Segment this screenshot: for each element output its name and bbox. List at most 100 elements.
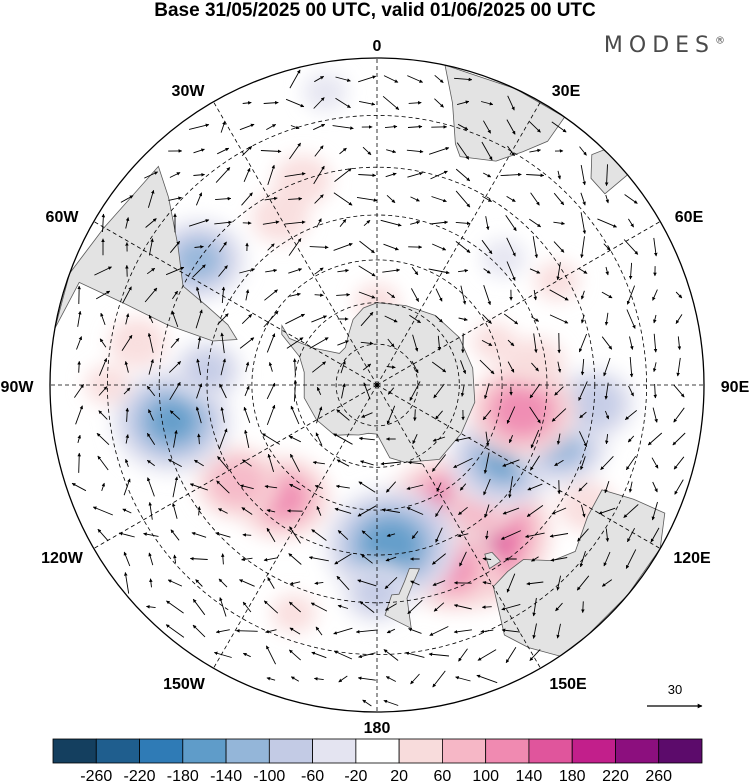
wind-arrow [118, 532, 135, 538]
wind-arrow [484, 504, 490, 518]
wind-arrow [380, 461, 402, 466]
wind-arrow [387, 387, 395, 395]
wind-arrow [172, 476, 179, 498]
modes-logo: MODES® [604, 33, 725, 58]
wind-arrow [410, 580, 420, 586]
wind-arrow [482, 196, 492, 202]
wind-arrow [292, 358, 297, 376]
wind-arrow [168, 361, 182, 373]
wind-arrow [239, 123, 255, 131]
wind-arrow [360, 460, 374, 466]
anomaly-contour [273, 155, 332, 206]
wind-arrow [146, 385, 156, 397]
wind-arrow [604, 382, 609, 400]
wind-arrow [267, 577, 275, 589]
wind-arrow [556, 575, 562, 591]
wind-arrow [628, 481, 633, 493]
wind-arrow [508, 476, 514, 499]
wind-arrow [652, 481, 658, 493]
lon-label-120e: 120E [673, 550, 711, 567]
wind-arrow [629, 356, 634, 378]
wind-arrow [412, 434, 418, 445]
colorbar-tick-label: 140 [516, 768, 543, 783]
wind-arrow [336, 409, 350, 421]
wind-arrow [506, 573, 516, 593]
wind-arrow [358, 173, 377, 178]
wind-arrow [436, 482, 442, 492]
wind-arrow [315, 626, 323, 636]
colorbar-tick-label: -180 [167, 768, 199, 783]
wind-arrow [218, 578, 228, 588]
reference-vector-label: 30 [668, 682, 682, 697]
wind-arrow [529, 406, 541, 424]
wind-arrow [361, 554, 373, 564]
wind-arrow [506, 261, 516, 281]
latitude-circle [294, 302, 460, 468]
wind-arrow [333, 433, 353, 445]
wind-arrow [551, 408, 567, 422]
wind-arrow [362, 146, 372, 156]
pole-dot [375, 383, 379, 387]
wind-arrow [334, 553, 352, 565]
wind-arrow [362, 699, 372, 707]
wind-arrow [311, 315, 327, 323]
wind-arrow [651, 501, 658, 521]
colorbar-swatch [615, 738, 660, 764]
wind-arrow [358, 75, 377, 83]
wind-arrow [457, 123, 469, 131]
wind-arrow [125, 407, 130, 422]
wind-arrow [98, 357, 108, 376]
wind-arrow [239, 579, 255, 587]
colorbar-tick-label: -260 [80, 768, 112, 783]
wind-arrow [604, 312, 609, 326]
wind-arrow [125, 313, 130, 325]
wind-arrow [384, 315, 398, 323]
longitude-line [93, 384, 378, 549]
wind-arrow [101, 213, 106, 233]
lon-label-120w: 120W [41, 550, 84, 567]
wind-arrow [653, 333, 658, 353]
wind-arrow [673, 456, 685, 470]
wind-arrow [288, 553, 302, 565]
wind-arrow [604, 164, 609, 187]
wind-arrow [290, 125, 300, 130]
wind-arrow [577, 528, 589, 542]
wind-arrow [290, 453, 300, 473]
wind-arrow [580, 504, 586, 518]
wind-arrow [334, 507, 352, 514]
wind-arrow [411, 360, 419, 374]
wind-arrow [431, 454, 447, 472]
wind-arrow [263, 557, 279, 562]
wind-arrow [556, 623, 561, 639]
wind-arrow [77, 360, 81, 373]
wind-arrow [98, 410, 108, 420]
wind-arrow [242, 459, 252, 467]
wind-arrow [94, 266, 112, 276]
wind-arrow [314, 267, 324, 275]
colorbar: -260 -220 -180 -140 -100 -60 -20 20 60 100 140 180 2… [52, 738, 703, 783]
colorbar-swatch [95, 738, 140, 764]
wind-arrow [285, 98, 305, 108]
wind-arrow [173, 554, 177, 564]
wind-arrow [169, 172, 181, 178]
wind-arrow [316, 505, 322, 516]
lon-label-30w: 30W [172, 83, 206, 100]
wind-arrow [481, 340, 493, 346]
wind-arrow [217, 147, 230, 155]
wind-arrow [457, 533, 469, 538]
colorbar-tick-label: 100 [472, 768, 499, 783]
wind-arrow [581, 601, 585, 613]
wind-arrow [76, 336, 83, 350]
wind-arrow [506, 406, 516, 424]
wind-arrow [605, 528, 610, 542]
wind-arrow [341, 383, 346, 399]
wind-arrow [530, 192, 540, 206]
wind-arrow [407, 460, 422, 465]
wind-arrow [508, 435, 514, 444]
wind-arrow [219, 383, 227, 399]
anomaly-contour [271, 593, 317, 634]
anomaly-contour [481, 238, 527, 278]
wind-arrow [264, 289, 278, 301]
wind-arrow [653, 383, 658, 399]
wind-arrow [551, 121, 567, 133]
